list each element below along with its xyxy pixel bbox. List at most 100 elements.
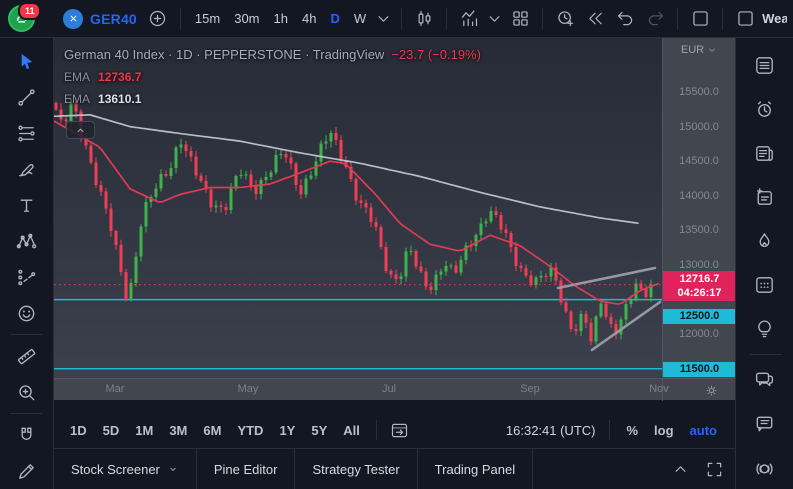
save-layout-button[interactable] — [730, 4, 760, 34]
undo-button[interactable] — [610, 4, 640, 34]
open-panel-button[interactable] — [665, 454, 695, 484]
price-tick: 14000.0 — [679, 189, 719, 202]
fib-retracement-icon — [18, 125, 35, 142]
edit-pencil-icon — [19, 463, 34, 479]
collapse-legend-button[interactable] — [66, 121, 95, 139]
notes-icon — [756, 188, 772, 205]
tool-zoom-in[interactable] — [8, 374, 46, 410]
symbol-button[interactable]: GER40 — [57, 6, 143, 32]
tool-private-chat[interactable] — [746, 401, 784, 445]
range-3m[interactable]: 3M — [169, 422, 188, 438]
timeframe-15m[interactable]: 15m — [194, 11, 221, 26]
notification-badge: 11 — [18, 2, 41, 20]
user-avatar[interactable]: 11 — [8, 2, 41, 32]
session-clock[interactable]: 16:32:41 (UTC) — [505, 422, 596, 438]
tool-ruler[interactable] — [8, 338, 46, 374]
range-1m[interactable]: 1M — [135, 422, 154, 438]
symbol-legend-title[interactable]: German 40 Index · 1D · PEPPERSTONE · Tra… — [64, 47, 481, 62]
price-chart-canvas[interactable] — [54, 38, 662, 378]
tab-stock-screener[interactable]: Stock Screener — [54, 449, 197, 489]
tab-trading-panel[interactable]: Trading Panel — [418, 449, 534, 489]
log-scale-button[interactable]: log — [654, 422, 674, 438]
range-all[interactable]: All — [343, 422, 360, 438]
range-5y[interactable]: 5Y — [311, 422, 328, 438]
tool-news[interactable] — [746, 132, 784, 176]
percent-scale-button[interactable]: % — [626, 422, 639, 438]
tool-edit-pencil[interactable] — [8, 453, 46, 489]
tool-notes[interactable] — [746, 175, 784, 219]
timeframe-1h[interactable]: 1h — [273, 11, 288, 26]
tab-label: Strategy Tester — [312, 461, 400, 477]
top-toolbar: 11 GER40 15m 30m 1h 4h D W Wea — [0, 0, 793, 38]
tab-pine-editor[interactable]: Pine Editor — [197, 449, 296, 489]
timeframe-30m[interactable]: 30m — [234, 11, 260, 26]
candles-button[interactable] — [409, 4, 439, 34]
tool-cursor[interactable] — [8, 44, 46, 80]
emoji-icon — [18, 305, 35, 322]
theme-sun-button[interactable] — [698, 380, 724, 400]
alert-clock-button[interactable] — [550, 4, 580, 34]
indicators-button[interactable] — [454, 4, 484, 34]
tool-hotlists[interactable] — [746, 219, 784, 263]
go-to-date-button[interactable] — [385, 415, 415, 445]
toolbar-divider — [722, 7, 724, 30]
price-axis[interactable]: EUR 12716.7 04:26:17 12500.0 11500.0 155… — [662, 38, 735, 378]
tool-text[interactable] — [8, 188, 46, 224]
layout-name[interactable]: Wea — [762, 11, 787, 26]
indicators-icon — [461, 10, 477, 27]
timeframe-menu-button[interactable] — [373, 4, 394, 34]
add-symbol-button[interactable] — [143, 4, 173, 34]
timeframe-D[interactable]: D — [330, 11, 340, 26]
tool-xabcd-pattern[interactable] — [8, 224, 46, 260]
tool-forecast[interactable] — [8, 260, 46, 296]
range-6m[interactable]: 6M — [203, 422, 222, 438]
plus-circle-icon — [150, 10, 166, 27]
tool-brush[interactable] — [8, 152, 46, 188]
tool-streams[interactable] — [746, 445, 784, 489]
sun-icon — [706, 385, 716, 395]
chevron-down-button[interactable] — [484, 4, 505, 34]
tool-calendar[interactable] — [746, 263, 784, 307]
auto-scale-button[interactable]: auto — [689, 422, 717, 438]
redo-icon — [648, 11, 663, 26]
tool-emoji[interactable] — [8, 295, 46, 331]
grid-layout-icon — [512, 11, 528, 26]
indicator-row-ema-fast: EMA 12736.7 — [64, 70, 481, 84]
tool-ideas[interactable] — [746, 307, 784, 351]
chart-area: German 40 Index · 1D · PEPPERSTONE · Tra… — [54, 38, 735, 412]
trend-line-icon — [18, 89, 35, 107]
range-1d[interactable]: 1D — [70, 422, 87, 438]
range-1y[interactable]: 1Y — [279, 422, 296, 438]
range-5d[interactable]: 5D — [102, 422, 120, 438]
tab-strategy-tester[interactable]: Strategy Tester — [295, 449, 418, 489]
currency-dropdown[interactable]: EUR — [663, 44, 735, 56]
tool-chats[interactable] — [746, 358, 784, 402]
grid-layout-button[interactable] — [505, 4, 535, 34]
tool-alerts[interactable] — [746, 88, 784, 132]
range-ytd[interactable]: YTD — [237, 422, 264, 438]
tool-trend-line[interactable] — [8, 80, 46, 116]
axis-corner-divider — [662, 379, 663, 401]
price-tick: 14500.0 — [679, 155, 719, 168]
private-chat-icon — [756, 416, 773, 432]
fullscreen-button[interactable] — [699, 454, 729, 484]
timeframe-W[interactable]: W — [353, 11, 367, 26]
time-axis[interactable]: Mar May Jul Sep Nov — [54, 378, 735, 401]
tool-watchlist[interactable] — [746, 44, 784, 88]
layout-square-icon — [737, 11, 753, 26]
symbol-logo-icon — [63, 8, 83, 29]
replay-button[interactable] — [580, 4, 610, 34]
tab-label: Trading Panel — [434, 461, 516, 477]
toolbar-divider — [10, 334, 43, 336]
layout-square-button[interactable] — [685, 4, 715, 34]
redo-button[interactable] — [640, 4, 670, 34]
legend-symbol-text: German 40 Index · 1D · PEPPERSTONE · Tra… — [64, 47, 385, 62]
time-tick: Jul — [381, 383, 397, 395]
tool-fib-retracement[interactable] — [8, 116, 46, 152]
price-tick: 15000.0 — [679, 120, 719, 133]
candles-icon — [418, 10, 431, 27]
time-tick: Sep — [520, 383, 540, 395]
timeframe-4h[interactable]: 4h — [301, 11, 317, 26]
tool-magnet[interactable] — [8, 417, 46, 453]
